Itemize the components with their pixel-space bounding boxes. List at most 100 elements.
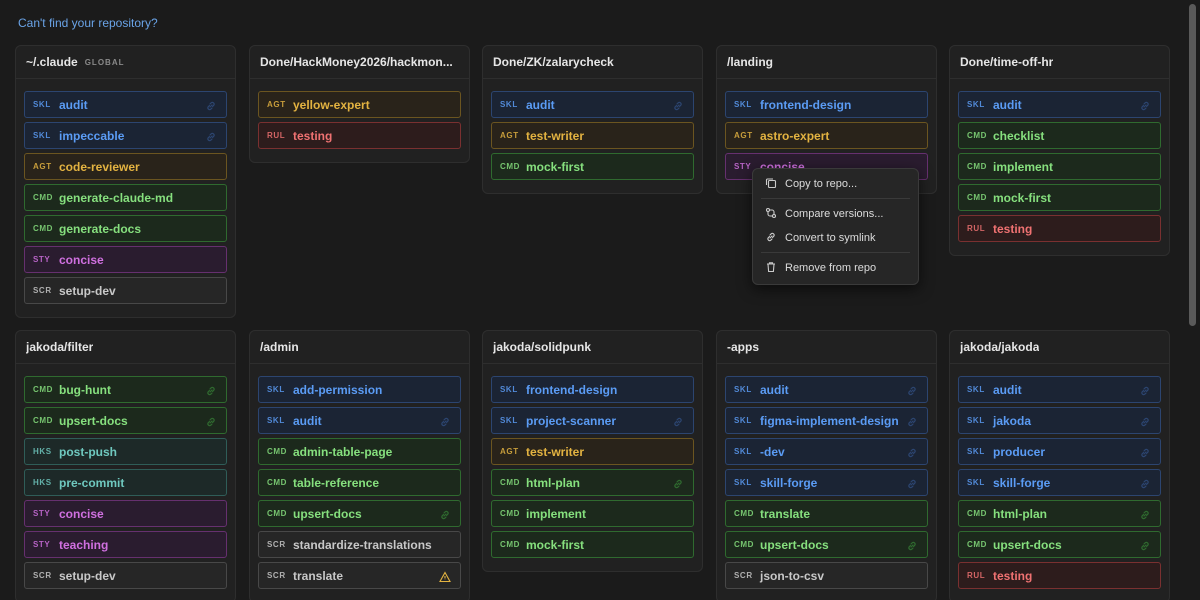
card-header: Done/HackMoney2026/hackmon... [250,46,469,79]
card-header: /landing [717,46,936,79]
link-icon [1139,415,1151,433]
item[interactable]: SKL producer [958,438,1161,465]
menu-item[interactable]: Compare versions... [765,204,883,224]
item-name: translate [293,568,344,583]
item[interactable]: CMD checklist [958,122,1161,149]
item[interactable]: CMD admin-table-page [258,438,461,465]
item-name: mock-first [526,537,585,552]
item[interactable]: AGT code-reviewer [24,153,227,180]
item-type: SCR [33,286,52,295]
repo-card: Done/ZK/zalarycheck SKL audit AGT test-write… [482,45,703,194]
item[interactable]: CMD upsert-docs [958,531,1161,558]
item[interactable]: RUL testing [258,122,461,149]
item[interactable]: SCR json-to-csv [725,562,928,589]
item-type: AGT [734,131,753,140]
item[interactable]: RUL testing [958,215,1161,242]
item[interactable]: CMD implement [491,500,694,527]
item[interactable]: SKL impeccable [24,122,227,149]
menu-separator [761,198,910,199]
item[interactable]: SKL audit [258,407,461,434]
item[interactable]: SKL skill-forge [725,469,928,496]
item-name: implement [526,506,587,521]
item[interactable]: AGT test-writer [491,122,694,149]
menu-item[interactable]: Copy to repo... [765,174,857,194]
item-type: SKL [500,100,518,109]
item[interactable]: AGT test-writer [491,438,694,465]
item[interactable]: STY concise [24,246,227,273]
item[interactable]: CMD table-reference [258,469,461,496]
item[interactable]: CMD upsert-docs [725,531,928,558]
scrollbar[interactable] [1189,4,1196,326]
item[interactable]: SCR setup-dev [24,562,227,589]
item-name: audit [993,97,1022,112]
item[interactable]: SKL audit [958,376,1161,403]
item-name: html-plan [993,506,1047,521]
item[interactable]: CMD mock-first [491,531,694,558]
item[interactable]: STY teaching [24,531,227,558]
link-icon [1139,384,1151,402]
link-icon [906,477,918,495]
menu-separator [761,252,910,253]
card-header: /admin [250,331,469,364]
item[interactable]: CMD upsert-docs [24,407,227,434]
item-name: standardize-translations [293,537,432,552]
item[interactable]: CMD html-plan [491,469,694,496]
item[interactable]: RUL testing [958,562,1161,589]
item[interactable]: SKL frontend-design [725,91,928,118]
item[interactable]: AGT yellow-expert [258,91,461,118]
item-name: admin-table-page [293,444,393,459]
item-name: audit [526,97,555,112]
item-type: SKL [500,416,518,425]
item[interactable]: CMD mock-first [491,153,694,180]
item[interactable]: SKL add-permission [258,376,461,403]
item[interactable]: CMD bug-hunt [24,376,227,403]
menu-item[interactable]: Convert to symlink [765,228,875,248]
item[interactable]: SKL jakoda [958,407,1161,434]
card-title: jakoda/solidpunk [493,340,592,354]
item[interactable]: CMD generate-claude-md [24,184,227,211]
item-type: SKL [967,100,985,109]
card-header: jakoda/solidpunk [483,331,702,364]
item-list: SKL add-permission SKL audit CMD admin-table-… [250,364,469,600]
card-header: jakoda/filter [16,331,235,364]
item[interactable]: SKL project-scanner [491,407,694,434]
item[interactable]: CMD translate [725,500,928,527]
item-type: AGT [500,131,519,140]
item[interactable]: CMD mock-first [958,184,1161,211]
item-name: testing [293,128,333,143]
item-type: SCR [267,540,286,549]
item[interactable]: CMD generate-docs [24,215,227,242]
item[interactable]: SKL audit [958,91,1161,118]
help-link[interactable]: Can't find your repository? [18,16,158,30]
item[interactable]: CMD upsert-docs [258,500,461,527]
repo-card: /landing SKL frontend-design AGT astro-exper… [716,45,937,194]
item[interactable]: SKL figma-implement-design [725,407,928,434]
item-name: upsert-docs [760,537,829,552]
item[interactable]: SCR translate [258,562,461,589]
item[interactable]: STY concise [24,500,227,527]
item-name: code-reviewer [59,159,140,174]
item-name: frontend-design [526,382,618,397]
item[interactable]: SKL frontend-design [491,376,694,403]
item[interactable]: SKL -dev [725,438,928,465]
item[interactable]: SKL audit [725,376,928,403]
item[interactable]: SKL audit [24,91,227,118]
item-name: skill-forge [760,475,818,490]
item-type: CMD [267,478,288,487]
menu-item[interactable]: Remove from repo [765,258,876,278]
item[interactable]: SKL audit [491,91,694,118]
item-type: CMD [33,385,54,394]
item-type: SKL [734,385,752,394]
menu-label: Compare versions... [785,208,884,220]
item[interactable]: CMD implement [958,153,1161,180]
item-type: CMD [967,509,988,518]
link-icon [439,415,451,433]
item[interactable]: HKS post-push [24,438,227,465]
item[interactable]: HKS pre-commit [24,469,227,496]
item[interactable]: SCR standardize-translations [258,531,461,558]
item[interactable]: AGT astro-expert [725,122,928,149]
item[interactable]: CMD html-plan [958,500,1161,527]
repo-card: jakoda/solidpunk SKL frontend-design SKL pro… [482,330,703,572]
item[interactable]: SCR setup-dev [24,277,227,304]
item[interactable]: SKL skill-forge [958,469,1161,496]
